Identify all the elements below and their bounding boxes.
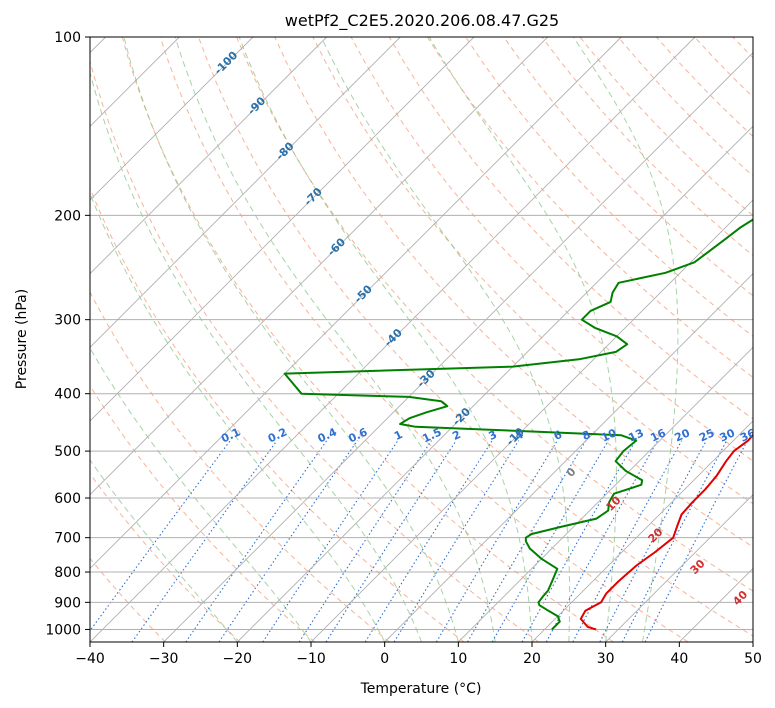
- y-tick-label: 300: [54, 313, 81, 329]
- moist-adiabats: [90, 37, 679, 642]
- x-tick-label: 20: [523, 651, 541, 667]
- moist-adiabat-line: [320, 37, 571, 642]
- x-axis: −40 −30 −20 −10 0 10 20 30 40 50: [75, 642, 762, 667]
- mixing-ratio-label: 20: [673, 426, 693, 444]
- isobars: [90, 37, 753, 630]
- mixing-ratio-label: 16: [648, 426, 668, 444]
- dry-adiabat-line: [121, 37, 614, 642]
- isotherm-line: [458, 346, 753, 642]
- moist-adiabat-line: [90, 192, 386, 642]
- mixing-ratio-line: [262, 440, 399, 642]
- y-tick-label: 900: [54, 595, 81, 611]
- y-tick-label: 100: [54, 30, 81, 46]
- y-tick-label: 400: [54, 387, 81, 403]
- y-tick-label: 800: [54, 565, 81, 581]
- x-tick-label: −10: [296, 651, 326, 667]
- y-axis-label: Pressure (hPa): [14, 289, 30, 389]
- mixing-ratio-line: [491, 440, 609, 642]
- mixing-ratio-line: [131, 440, 278, 642]
- y-tick-label: 500: [54, 444, 81, 460]
- chart-title: wetPf2_C2E5.2020.206.08.47.G25: [285, 11, 559, 31]
- isotherm-line: [90, 37, 475, 422]
- moist-adiabat-line: [572, 37, 679, 642]
- moist-adiabat-line: [123, 37, 459, 642]
- dry-adiabat-line: [350, 37, 753, 462]
- y-tick-label: 200: [54, 208, 81, 224]
- temperature-profile: [579, 433, 753, 631]
- mixing-ratio-label: 13: [626, 426, 645, 444]
- isotherm-line: [90, 37, 401, 348]
- isotherm-line: [310, 199, 753, 642]
- mixing-ratio-line: [90, 440, 231, 632]
- x-tick-label: −40: [75, 651, 105, 667]
- isotherm-line: [384, 273, 753, 642]
- isotherm-line: [90, 37, 548, 496]
- plot-area: -100-90-80-70-60-50-40-30-20-10010203040…: [90, 37, 758, 642]
- dry-adiabat-line: [90, 384, 316, 642]
- dry-adiabat-line: [388, 37, 753, 420]
- x-tick-label: 50: [744, 651, 762, 667]
- dry-adiabat-line: [503, 37, 753, 297]
- moist-adiabat-line: [90, 70, 422, 642]
- moist-adiabat-line: [428, 37, 617, 642]
- dry-adiabat-line: [90, 186, 465, 642]
- dewpoint-profile: [283, 218, 753, 631]
- isotherm-line: [237, 125, 753, 642]
- moist-adiabat-line: [174, 37, 496, 642]
- mixing-ratio-line: [185, 440, 328, 642]
- mixing-ratio-line: [644, 440, 748, 642]
- dry-adiabat-line: [90, 59, 540, 642]
- isotherm-line: [90, 37, 254, 201]
- isotherm-line: [531, 420, 753, 642]
- isotherm-line: [752, 641, 753, 642]
- x-tick-label: 30: [597, 651, 615, 667]
- profiles: [283, 218, 753, 631]
- isotherm-line: [163, 52, 753, 642]
- x-tick-label: 10: [449, 651, 467, 667]
- isotherm-line: [90, 37, 622, 569]
- isotherms: [90, 37, 753, 642]
- x-tick-label: −20: [223, 651, 253, 667]
- dry-adiabat-line: [90, 291, 390, 642]
- y-tick-label: 1000: [45, 622, 81, 638]
- mixing-ratio-label: 25: [697, 426, 716, 444]
- dry-adiabat-line: [465, 37, 753, 338]
- y-tick-label: 600: [54, 491, 81, 507]
- mixing-ratio-label: 10: [599, 426, 619, 444]
- moist-adiabat-line: [238, 37, 533, 642]
- dry-adiabat-line: [90, 472, 241, 642]
- mixing-ratio-line: [521, 440, 637, 642]
- dry-adiabat-line: [236, 37, 753, 592]
- plot-frame: [89, 36, 754, 643]
- dry-adiabat-line: [274, 37, 753, 548]
- y-tick-label: 700: [54, 531, 81, 547]
- mixing-ratio-line: [467, 440, 587, 642]
- dry-adiabat-line: [159, 37, 689, 642]
- x-tick-label: 40: [670, 651, 688, 667]
- mixing-ratio-line: [435, 440, 558, 642]
- x-tick-label: 0: [380, 651, 389, 667]
- y-axis: 100 200 300 400 500 600 700 800 900 1000: [45, 30, 90, 638]
- mixing-ratio-label: 30: [718, 426, 738, 444]
- mixing-ratio-label: 36: [738, 426, 758, 444]
- x-tick-label: −30: [149, 651, 179, 667]
- mixing-ratio-line: [325, 440, 457, 642]
- isotherm-line: [90, 37, 696, 642]
- x-axis-label: Temperature (°C): [360, 681, 482, 697]
- mixing-ratio-line: [572, 440, 683, 642]
- mixing-ratio-line: [298, 440, 432, 642]
- isotherm-line: [90, 37, 327, 275]
- mixing-ratio-line: [364, 440, 493, 642]
- moist-adiabat-line: [90, 459, 238, 642]
- isotherm-line: [605, 494, 753, 642]
- dry-adiabat-line: [312, 37, 753, 505]
- dry-adiabat-line: [90, 557, 166, 642]
